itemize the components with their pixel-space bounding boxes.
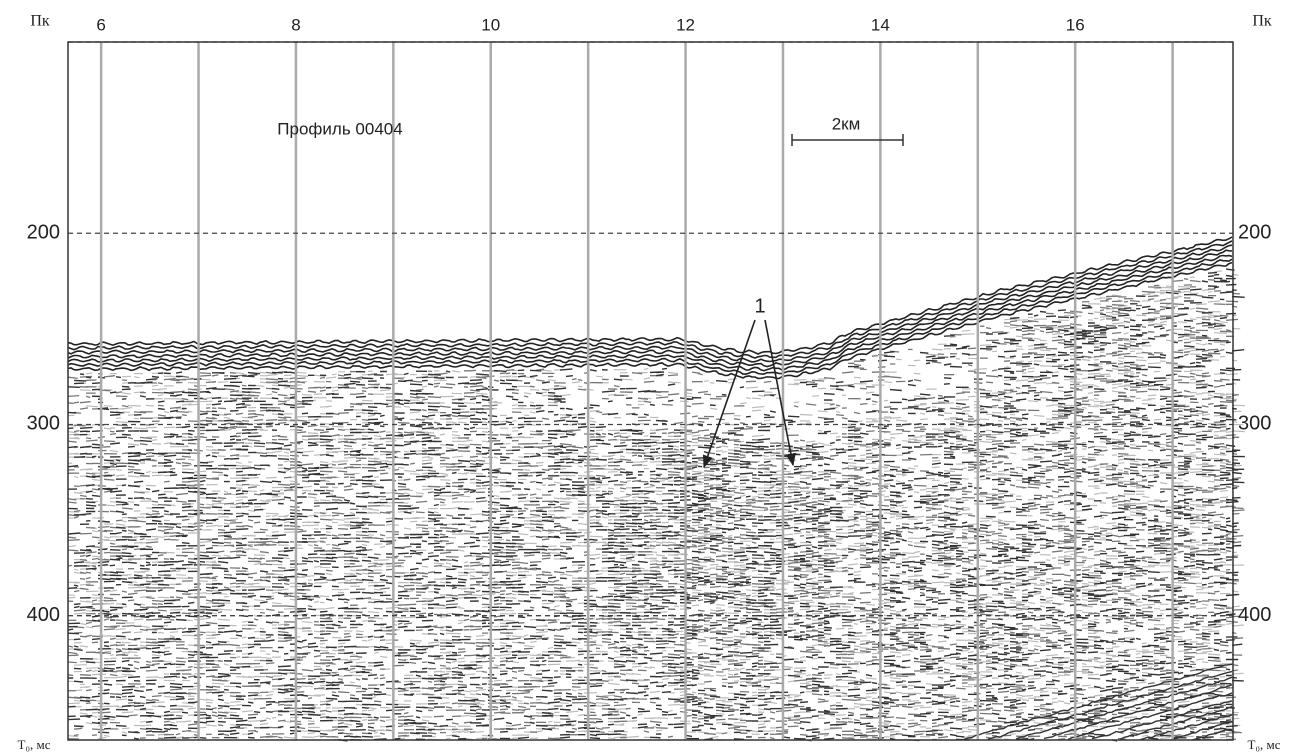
y-tick-label: 300 (1238, 413, 1271, 435)
x-tick-label: 16 (1066, 15, 1085, 34)
y-tick-label: 400 (1238, 604, 1271, 626)
x-tick-label: 14 (871, 15, 890, 34)
x-tick-label: 10 (481, 15, 500, 34)
y-tick-label: 200 (27, 222, 60, 244)
x-tick-label: 12 (676, 15, 695, 34)
seismic-figure: 6 8 10 12 14 16 200 200 300 300 400 400 Пк Пк T₀, м… (0, 0, 1293, 756)
x-axis-label: Пк (30, 13, 50, 30)
x-axis-label: Пк (1252, 13, 1272, 30)
profile-title: Профиль 00404 (277, 119, 402, 138)
x-tick-label: 8 (291, 15, 300, 34)
y-axis-label: T₀, мс (1248, 737, 1281, 752)
scale-label: 2км (832, 114, 861, 133)
y-tick-label: 200 (1238, 222, 1271, 244)
x-tick-label: 6 (96, 15, 105, 34)
y-axis-label: T₀, мс (18, 737, 51, 752)
annotation-label: 1 (754, 295, 765, 317)
y-tick-label: 300 (27, 413, 60, 435)
y-tick-label: 400 (27, 604, 60, 626)
